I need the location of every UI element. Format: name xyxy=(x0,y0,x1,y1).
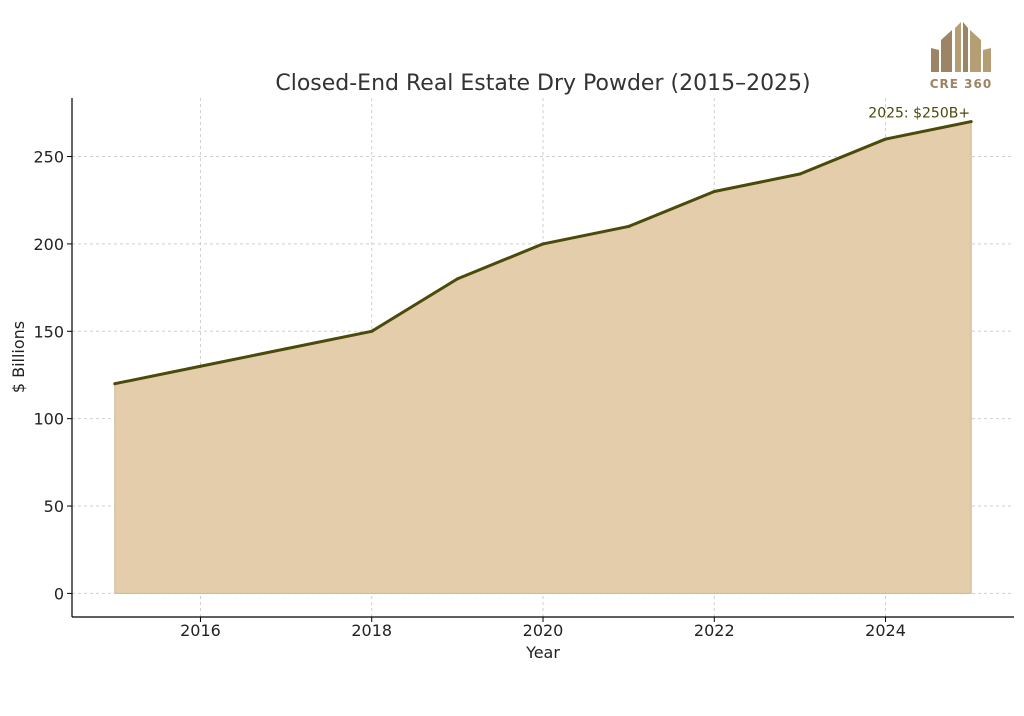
y-tick-label: 50 xyxy=(44,497,64,516)
data-points xyxy=(113,120,973,386)
y-axis-label: $ Billions xyxy=(9,321,28,393)
data-point-2020 xyxy=(541,242,545,246)
x-tick-label: 2018 xyxy=(351,621,392,640)
data-point-2015 xyxy=(113,382,117,386)
data-point-2025 xyxy=(969,120,973,124)
y-tick-label: 0 xyxy=(54,584,64,603)
chart-title: Closed-End Real Estate Dry Powder (2015–… xyxy=(275,71,810,96)
x-axis-label: Year xyxy=(525,643,560,662)
data-point-2018 xyxy=(370,329,374,333)
area-series xyxy=(114,120,972,594)
annotation-2025: 2025: $250B+ xyxy=(868,106,970,122)
y-ticks: 0 50 100 150 200 250 xyxy=(33,148,72,603)
building-logo-icon xyxy=(931,22,991,72)
cre360-logo: CRE 360 xyxy=(930,22,992,91)
x-tick-label: 2022 xyxy=(694,621,735,640)
y-tick-label: 100 xyxy=(33,410,64,429)
x-tick-label: 2016 xyxy=(180,621,221,640)
data-point-2019 xyxy=(455,277,459,281)
x-tick-label: 2024 xyxy=(865,621,906,640)
data-point-2017 xyxy=(284,347,288,351)
y-tick-label: 250 xyxy=(33,148,64,167)
y-tick-label: 150 xyxy=(33,322,64,341)
data-point-2024 xyxy=(884,137,888,141)
x-tick-label: 2020 xyxy=(523,621,564,640)
y-tick-label: 200 xyxy=(33,235,64,254)
logo-text: CRE 360 xyxy=(930,77,992,91)
data-point-2016 xyxy=(198,364,202,368)
data-point-2021 xyxy=(627,224,631,228)
data-point-2023 xyxy=(798,172,802,176)
x-ticks: 2016 2018 2020 2022 2024 xyxy=(180,617,906,640)
data-point-2022 xyxy=(712,189,716,193)
